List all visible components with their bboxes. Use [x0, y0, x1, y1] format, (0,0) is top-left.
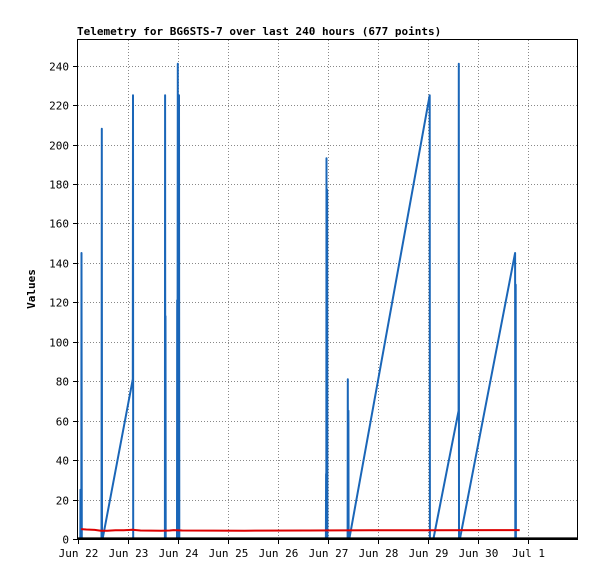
series-line-1 [79, 62, 517, 540]
y-tick-label: 60 [56, 416, 69, 429]
y-axis-ticks: 0 20 40 60 80 100 120 140 160 180 200 220 240 [49, 61, 78, 547]
x-tick-label: Jun 29 [409, 547, 449, 560]
y-tick-label: 240 [49, 61, 69, 74]
y-tick-label: 100 [49, 337, 69, 350]
y-axis-label: Values [25, 269, 38, 309]
x-tick-label: Jun 22 [59, 547, 99, 560]
x-axis-ticks: Jun 22 Jun 23 Jun 24 Jun 25 Jun 26 Jun 27 Jun … [59, 539, 545, 560]
y-tick-label: 200 [49, 140, 69, 153]
y-tick-label: 140 [49, 258, 69, 271]
y-tick-label: 80 [56, 376, 69, 389]
series-group [78, 62, 578, 540]
y-tick-label: 180 [49, 179, 69, 192]
x-tick-label: Jun 30 [459, 547, 499, 560]
series-line-2 [81, 528, 520, 532]
y-tick-label: 40 [56, 455, 69, 468]
x-tick-label: Jun 23 [109, 547, 149, 560]
y-tick-label: 0 [62, 534, 69, 547]
x-tick-label: Jun 24 [159, 547, 199, 560]
plot-frame [77, 39, 578, 540]
x-tick-label: Jun 27 [309, 547, 349, 560]
y-tick-label: 20 [56, 495, 69, 508]
x-tick-label: Jun 28 [359, 547, 399, 560]
chart-title: Telemetry for BG6STS-7 over last 240 hou… [77, 25, 441, 38]
y-tick-label: 120 [49, 297, 69, 310]
y-tick-label: 160 [49, 218, 69, 231]
x-tick-label: Jun 26 [259, 547, 299, 560]
x-tick-label: Jun 25 [209, 547, 249, 560]
x-tick-label: Jul 1 [512, 547, 545, 560]
y-tick-label: 220 [49, 100, 69, 113]
